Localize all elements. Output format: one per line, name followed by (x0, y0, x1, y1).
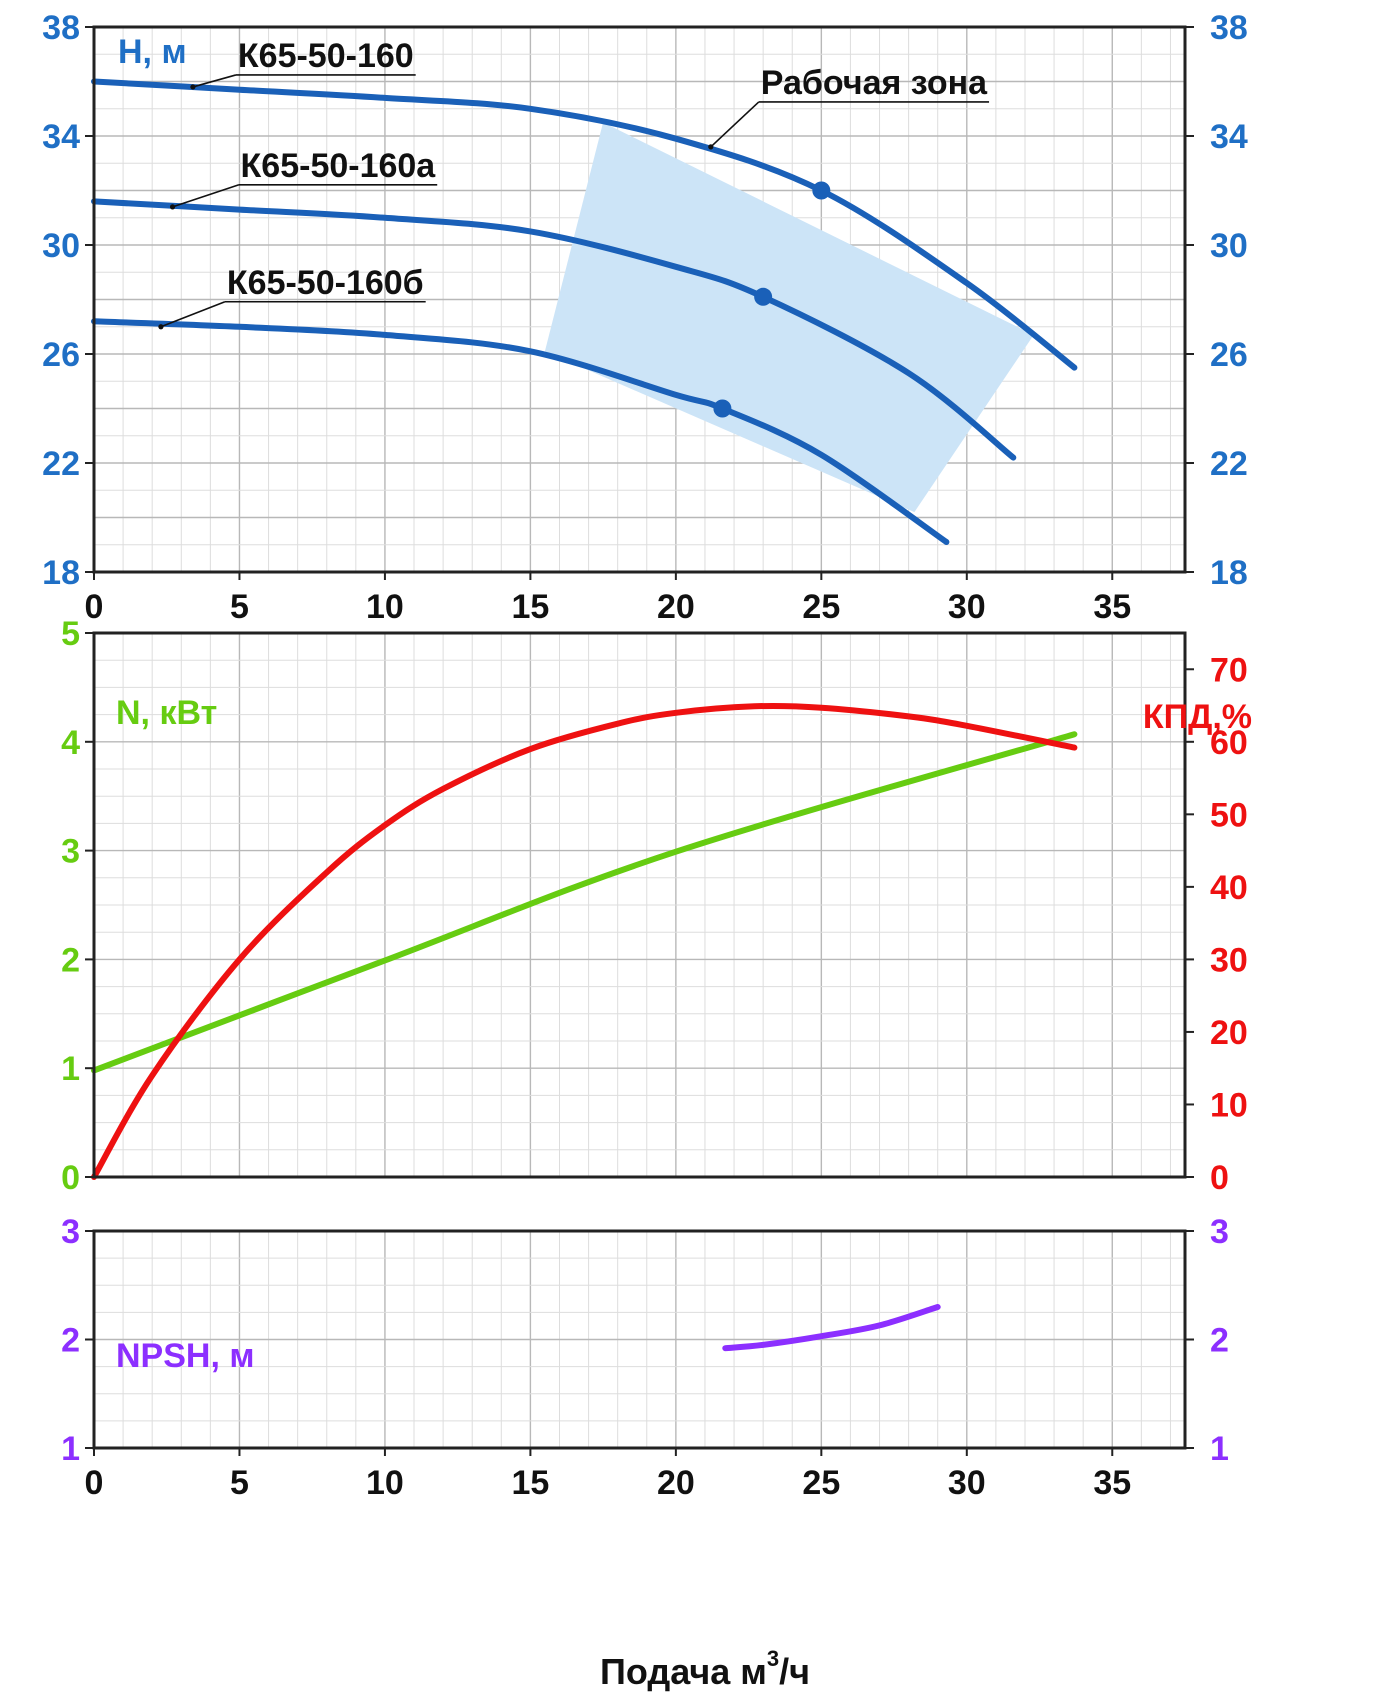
y-tick-label: 38 (42, 9, 80, 47)
head-chart-frame (92, 25, 1187, 574)
y-tick-label: 18 (42, 554, 80, 592)
x-tick-label: 30 (948, 1464, 986, 1502)
working-zone-label: Рабочая зона (761, 64, 988, 102)
y-tick-label: 2 (61, 941, 80, 979)
y-tick-label-right: 34 (1210, 118, 1248, 156)
y-tick-label-right: 18 (1210, 554, 1248, 592)
head-curve-markers (713, 181, 831, 418)
y-tick-label: 30 (42, 227, 80, 265)
y-tick-label: 3 (61, 1213, 80, 1251)
x-tick-label: 0 (85, 1464, 104, 1502)
label-leader-line (192, 74, 237, 88)
series-label-k65-50-160a: К65-50-160а (241, 147, 437, 185)
label-anchor-dot (169, 204, 176, 210)
series-label-k65-50-160b: К65-50-160б (227, 264, 424, 302)
x-tick-label: 25 (802, 588, 840, 626)
y-right-tick-label: 0 (1210, 1159, 1229, 1197)
x-tick-label: 15 (511, 588, 549, 626)
working-zone-area (544, 122, 1034, 513)
efficiency-curve (91, 702, 1078, 1180)
y-tick-label-right: 30 (1210, 227, 1248, 265)
y-tick-label: 26 (42, 336, 80, 374)
x-axis-title: Подача м3/ч (600, 1646, 810, 1692)
operating-point-marker (713, 399, 732, 418)
head-chart: К65-50-160 К65-50-160а К65-50-160б Рабоч… (42, 9, 1248, 626)
label-leader-line (160, 301, 226, 328)
operating-point-marker (754, 287, 773, 306)
x-axis-title-text: Подача м (600, 1651, 767, 1692)
npsh-axis-label: NPSH, м (116, 1337, 255, 1375)
y-tick-label-right: 38 (1210, 9, 1248, 47)
y-tick-label-right: 2 (1210, 1322, 1229, 1360)
y-tick-label-right: 22 (1210, 445, 1248, 483)
series-label-leaders (158, 74, 990, 330)
power-chart-frame (92, 631, 1187, 1179)
operating-point-marker (812, 181, 831, 200)
head-curves (91, 78, 1078, 545)
x-tick-label: 10 (366, 1464, 404, 1502)
y-tick-label-right: 3 (1210, 1213, 1229, 1251)
head-curve-1 (91, 198, 1017, 461)
npsh-chart: 1 12 23 30 5 10 15 20 25 30 35 NPSH, м (61, 1213, 1229, 1502)
power-chart-grid (93, 632, 1185, 1178)
x-tick-label: 35 (1093, 588, 1131, 626)
power-curve (91, 731, 1078, 1074)
y-right-tick-label: 50 (1210, 796, 1248, 834)
head-axis-ticks: 18 18 22 22 26 26 30 30 34 34 38 38 0 5 10 15 20 25 30 35 (42, 9, 1248, 626)
npsh-curve (722, 1304, 941, 1352)
x-tick-label: 5 (230, 588, 249, 626)
y-tick-label: 2 (61, 1322, 80, 1360)
head-curve-0 (91, 78, 1078, 371)
y-right-tick-label: 10 (1210, 1086, 1248, 1124)
x-tick-label: 20 (657, 1464, 695, 1502)
x-tick-label: 20 (657, 588, 695, 626)
label-anchor-dot (190, 84, 196, 90)
label-leader-line (172, 184, 239, 208)
label-leader-line (710, 101, 760, 148)
y-right-tick-label: 20 (1210, 1014, 1248, 1052)
x-tick-label: 25 (802, 1464, 840, 1502)
x-tick-label: 10 (366, 588, 404, 626)
y-right-tick-label: 60 (1210, 724, 1248, 762)
y-tick-label: 1 (61, 1050, 80, 1088)
x-tick-label: 0 (85, 588, 104, 626)
x-tick-label: 5 (230, 1464, 249, 1502)
npsh-axis-ticks: 1 12 23 30 5 10 15 20 25 30 35 (61, 1213, 1229, 1502)
efficiency-axis-label: КПД,% (1143, 698, 1252, 736)
y-tick-label-right: 1 (1210, 1430, 1229, 1468)
power-axis-label: N, кВт (116, 694, 217, 732)
y-tick-label: 4 (61, 724, 80, 762)
x-axis-title-superscript: 3 (767, 1646, 779, 1671)
label-anchor-dot (708, 144, 714, 150)
label-anchor-dot (158, 324, 164, 330)
head-axis-label: H, м (118, 33, 187, 71)
head-chart-grid (93, 26, 1185, 573)
y-tick-label: 5 (61, 615, 80, 653)
y-right-tick-label: 30 (1210, 941, 1248, 979)
y-tick-label: 22 (42, 445, 80, 483)
x-tick-label: 30 (948, 588, 986, 626)
x-axis-title-tail: /ч (779, 1651, 810, 1692)
y-tick-label: 34 (42, 118, 80, 156)
series-label-k65-50-160: К65-50-160 (238, 37, 414, 75)
power-efficiency-curves (91, 702, 1078, 1180)
y-right-tick-label: 40 (1210, 869, 1248, 907)
head-curve-2 (91, 318, 950, 545)
npsh-curves (722, 1304, 941, 1352)
y-tick-label: 0 (61, 1159, 80, 1197)
y-tick-label: 1 (61, 1430, 80, 1468)
y-right-tick-label: 70 (1210, 651, 1248, 689)
x-tick-label: 15 (511, 1464, 549, 1502)
x-tick-label: 35 (1093, 1464, 1131, 1502)
y-tick-label: 3 (61, 833, 80, 871)
y-tick-label-right: 26 (1210, 336, 1248, 374)
